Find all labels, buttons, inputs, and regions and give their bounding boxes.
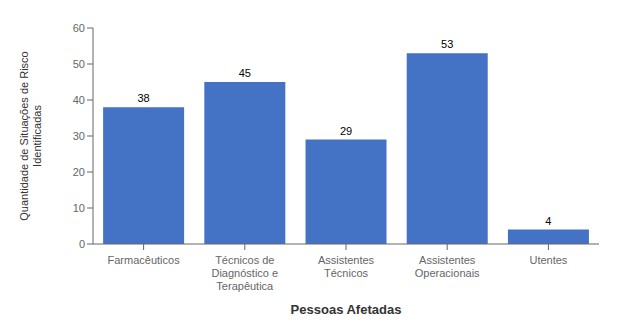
svg-text:20: 20 xyxy=(73,166,85,178)
svg-text:4: 4 xyxy=(545,215,551,227)
svg-text:Farmacêuticos: Farmacêuticos xyxy=(108,254,181,266)
svg-text:AssistentesOperacionais: AssistentesOperacionais xyxy=(415,254,480,279)
svg-text:10: 10 xyxy=(73,202,85,214)
svg-text:30: 30 xyxy=(73,130,85,142)
svg-text:Técnicos deDiagnóstico eTerapê: Técnicos deDiagnóstico eTerapêutica xyxy=(211,254,278,292)
svg-text:29: 29 xyxy=(340,125,352,137)
svg-text:53: 53 xyxy=(441,38,453,50)
svg-text:50: 50 xyxy=(73,58,85,70)
svg-text:38: 38 xyxy=(137,92,149,104)
svg-text:Pessoas Afetadas: Pessoas Afetadas xyxy=(291,302,402,317)
svg-text:Utentes: Utentes xyxy=(529,254,567,266)
svg-text:Quantidade de Situações de Ris: Quantidade de Situações de RiscoIdentifi… xyxy=(18,51,43,220)
svg-text:45: 45 xyxy=(239,67,251,79)
svg-text:60: 60 xyxy=(73,22,85,34)
svg-text:40: 40 xyxy=(73,94,85,106)
svg-text:0: 0 xyxy=(79,238,85,250)
svg-text:AssistentesTécnicos: AssistentesTécnicos xyxy=(318,254,375,279)
